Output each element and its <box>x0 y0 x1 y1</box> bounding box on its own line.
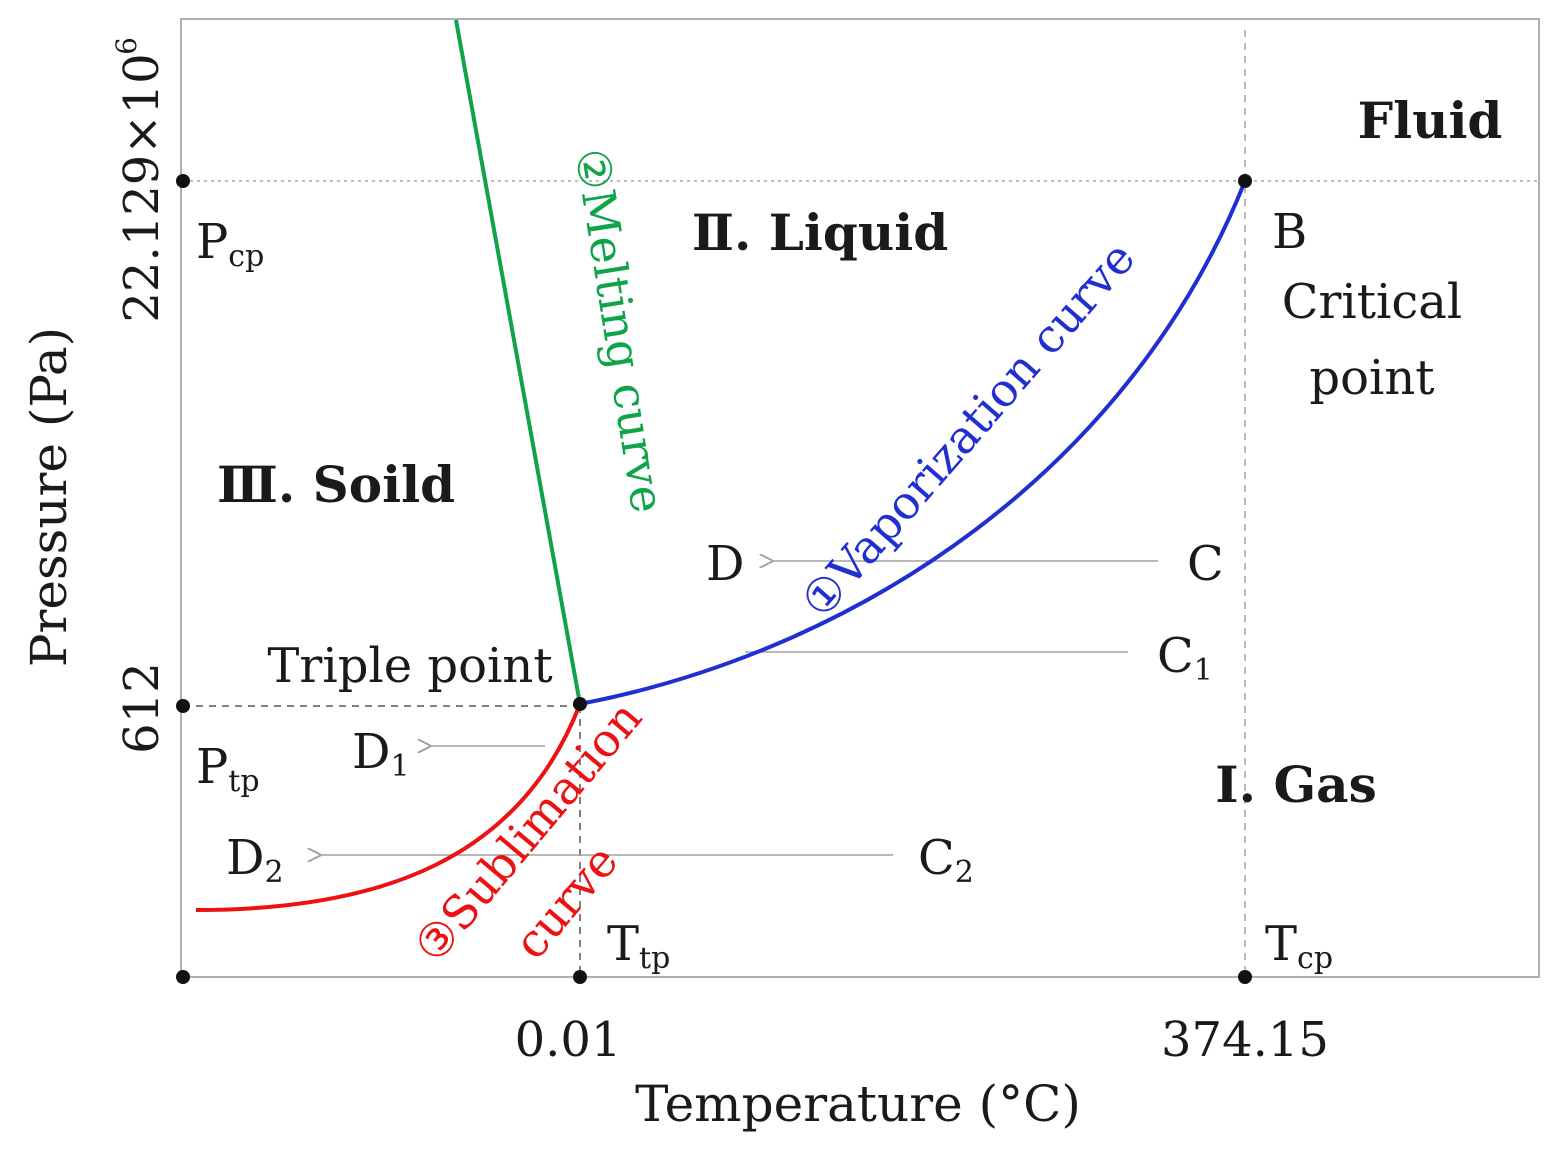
label-d1-main: D <box>352 724 390 780</box>
triple-point-label: Triple point <box>267 638 552 694</box>
y-axis-label: Pressure (Pa) <box>20 327 78 667</box>
plot-frame <box>180 18 1540 978</box>
critical-point-dot <box>1238 174 1252 188</box>
t-tp-main: T <box>607 916 639 972</box>
label-d1-sub: 1 <box>390 749 409 784</box>
region-gas: Ⅰ. Gas <box>1215 755 1376 814</box>
label-d: D <box>706 536 744 592</box>
label-d2-sub: 2 <box>264 855 283 890</box>
p-cp-main: P <box>196 214 228 270</box>
ptp-axis-dot <box>176 699 190 713</box>
x-axis-label: Temperature (°C) <box>635 1075 1081 1133</box>
label-d2-main: D <box>226 830 264 886</box>
y-tick-triple: 612 <box>114 662 170 754</box>
p-tp-sub: tp <box>228 764 259 799</box>
y-tick-critical-exponent: 6 <box>110 37 143 55</box>
region-liquid: Ⅱ. Liquid <box>692 203 948 262</box>
p-cp-label: Pcp <box>196 214 264 274</box>
label-d1: D1 <box>352 724 410 784</box>
label-c1-sub: 1 <box>1194 653 1213 688</box>
origin-dot <box>176 970 190 984</box>
label-d2: D2 <box>226 830 284 890</box>
y-tick-critical: 22.129×10 6 <box>110 37 170 323</box>
critical-point-letter: B <box>1272 204 1307 260</box>
critical-point-label-line1: Critical <box>1282 274 1463 330</box>
vaporization-curve <box>579 180 1247 706</box>
p-cp-sub: cp <box>228 239 264 274</box>
vaporization-curve-label: ①Vaporization curve <box>790 231 1145 628</box>
sublimation-curve <box>195 703 582 912</box>
triple-point-dot <box>573 697 587 711</box>
label-c2-main: C <box>918 830 955 886</box>
label-c: C <box>1187 536 1224 592</box>
x-tick-critical: 374.15 <box>1161 1012 1329 1068</box>
region-fluid: Fluid <box>1358 91 1503 150</box>
t-tp-sub: tp <box>639 941 670 976</box>
label-c2: C2 <box>918 830 974 890</box>
tcp-axis-dot <box>1238 970 1252 984</box>
x-tick-triple: 0.01 <box>515 1012 622 1068</box>
p-tp-label: Ptp <box>196 739 260 799</box>
t-cp-main: T <box>1265 916 1297 972</box>
critical-point-label-line2: point <box>1309 350 1434 406</box>
melting-curve-label: ②Melting curve <box>564 145 675 517</box>
melting-curve <box>454 19 582 705</box>
t-tp-label: Ttp <box>607 916 670 976</box>
region-solid: Ⅲ. Soild <box>217 455 455 514</box>
t-cp-sub: cp <box>1297 941 1333 976</box>
ttp-axis-dot <box>573 970 587 984</box>
label-c1: C1 <box>1157 628 1213 688</box>
label-c1-main: C <box>1157 628 1194 684</box>
y-tick-critical-mantissa: 22.129×10 <box>114 53 170 322</box>
label-c2-sub: 2 <box>955 855 974 890</box>
p-tp-main: P <box>196 739 228 795</box>
pcp-axis-dot <box>176 174 190 188</box>
t-cp-label: Tcp <box>1265 916 1333 976</box>
